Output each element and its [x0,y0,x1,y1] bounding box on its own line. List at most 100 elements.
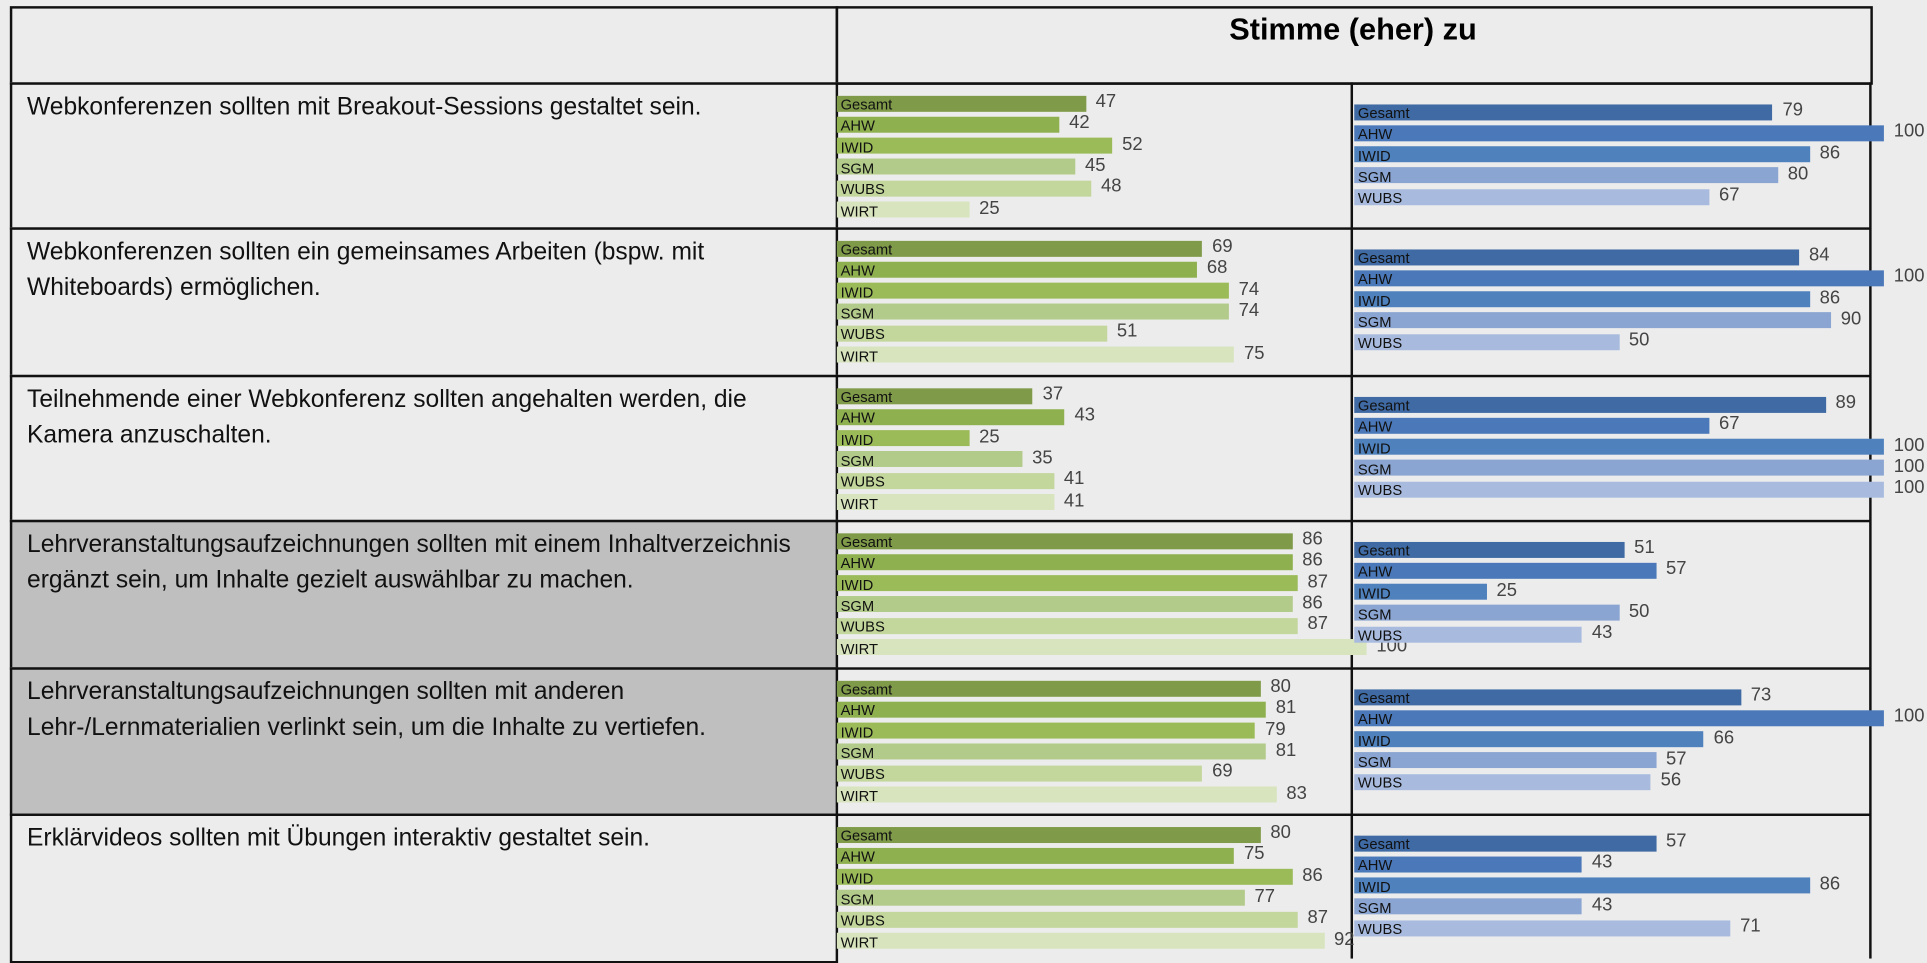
bar [836,159,1076,175]
row-border [835,519,1871,523]
row-border [835,82,1871,85]
value-label: 42 [1069,112,1090,134]
bar [836,639,1367,656]
bar [836,701,1266,718]
value-label: 74 [1238,299,1260,321]
category-label: AHW [840,409,875,427]
category-label: Gesamt [840,95,893,114]
value-label: 87 [1307,570,1329,592]
category-label: AHW [840,702,875,720]
bar [1354,188,1710,205]
category-label: Gesamt [840,827,893,845]
value-label: 86 [1302,864,1323,886]
value-label: 41 [1063,468,1085,490]
category-label: WIRT [840,787,878,805]
bar [836,532,1293,549]
row-border [835,813,1871,816]
value-label: 37 [1042,383,1064,405]
bar [836,451,1023,468]
bar [1354,103,1773,120]
value-label: 86 [1819,142,1841,163]
category-label: AHW [840,262,875,280]
category-label: WUBS [1357,189,1403,207]
category-label: SGM [840,159,875,177]
value-label: 69 [1212,760,1233,782]
bar [836,95,1086,112]
value-label: 67 [1718,413,1740,435]
statement-cell: Erklärvideos sollten mit Übungen interak… [9,813,839,963]
category-label: WUBS [840,765,885,784]
value-label: 57 [1665,748,1687,770]
bar [1354,270,1884,287]
category-label: SGM [1357,460,1392,478]
bar [836,137,1113,154]
value-label: 81 [1275,697,1297,719]
value-label: 50 [1628,329,1650,351]
bar [1354,460,1884,477]
category-label: IWID [840,283,874,301]
value-label: 100 [1893,265,1925,287]
bar [836,387,1033,404]
value-label: 50 [1628,600,1650,622]
bar [1354,626,1582,643]
bar [1354,605,1620,622]
value-label: 43 [1074,404,1095,426]
bar [836,596,1293,613]
category-label: Gesamt [840,388,893,406]
bar [1354,396,1826,413]
bar [1354,920,1731,937]
category-label: SGM [840,890,875,909]
bar [1354,583,1487,600]
value-label: 92 [1333,928,1355,950]
value-label: 100 [1893,477,1925,498]
category-label: WIRT [840,347,878,365]
value-label: 25 [979,197,1000,219]
value-label: 84 [1808,244,1830,266]
value-label: 69 [1212,235,1233,257]
bar [1354,688,1741,705]
bar [836,826,1261,843]
bar [1354,417,1710,434]
statement-cell: Teilnehmende einer Webkonferenz sollten … [9,374,839,523]
category-label: SGM [1357,753,1392,771]
bar [1354,562,1657,579]
value-label: 87 [1307,907,1329,929]
bar [1354,877,1810,894]
bar [836,868,1293,885]
bar [836,890,1245,907]
category-label: AHW [840,117,875,135]
category-label: AHW [840,554,875,572]
bar [836,116,1060,133]
bar [1354,898,1582,915]
category-label: AHW [840,848,875,866]
category-label: Gesamt [840,680,893,699]
value-label: 47 [1095,90,1117,112]
bar [836,617,1298,634]
category-label: Gesamt [1357,689,1410,707]
value-label: 74 [1238,278,1260,300]
bar [836,932,1325,949]
value-label: 56 [1660,769,1682,791]
value-label: 45 [1085,154,1106,176]
category-label: IWID [840,723,874,741]
category-label: IWID [1357,878,1391,896]
category-label: SGM [840,597,875,615]
category-label: Gesamt [840,533,893,551]
category-label: IWID [1357,291,1391,310]
value-label: 51 [1116,320,1138,342]
category-label: IWID [840,869,874,887]
category-label: WIRT [840,494,878,512]
bar [1354,856,1582,873]
bar [1354,752,1657,769]
header-cell [9,6,839,85]
bar [1354,312,1831,329]
bar [836,847,1235,864]
row-border [835,667,1871,670]
category-label: IWID [840,575,874,594]
bar [836,553,1293,570]
value-label: 77 [1254,885,1276,907]
category-label: Gesamt [1357,104,1410,122]
bar [836,180,1092,197]
